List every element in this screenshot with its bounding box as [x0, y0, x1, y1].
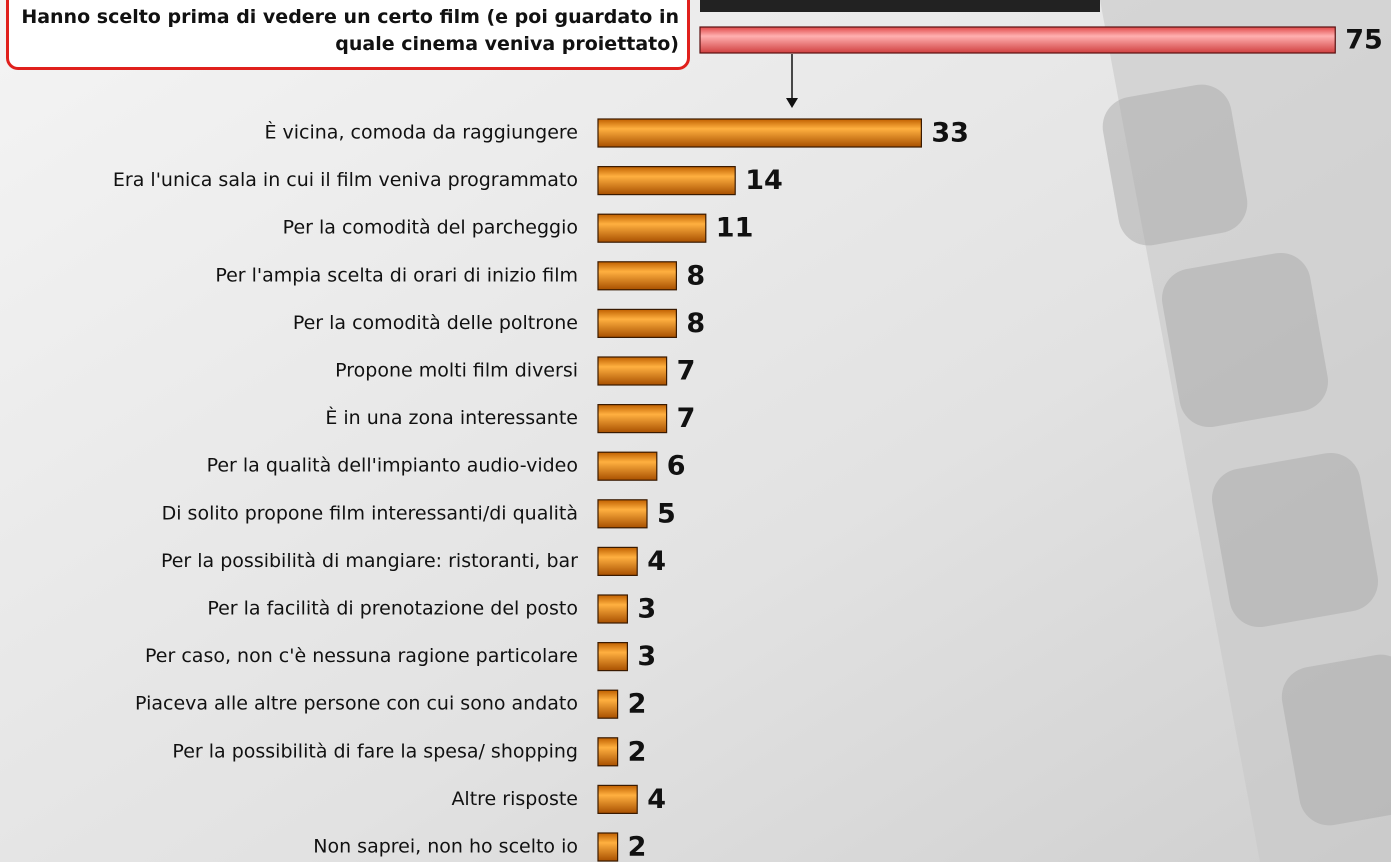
- value-label: 2: [628, 689, 647, 720]
- value-label: 2: [628, 832, 647, 862]
- bar: [597, 641, 628, 672]
- bar: [597, 451, 658, 481]
- highlight-label: Hanno scelto prima di vedere un certo fi…: [6, 0, 690, 70]
- value-label: 33: [931, 118, 969, 149]
- bar: [597, 213, 707, 243]
- film-hole: [1162, 252, 1328, 428]
- category-label: Piaceva alle altre persone con cui sono …: [135, 693, 578, 715]
- value-label: 3: [637, 594, 656, 625]
- category-label: Per la comodità del parcheggio: [283, 217, 578, 239]
- bar: [597, 404, 668, 434]
- value-label: 8: [686, 308, 705, 339]
- bar: [597, 356, 668, 386]
- value-label: 4: [647, 784, 666, 815]
- category-label: Non saprei, non ho scelto io: [313, 836, 578, 858]
- category-label: Per la possibilità di mangiare: ristoran…: [161, 550, 578, 572]
- category-label: Per la comodità delle poltrone: [293, 312, 578, 334]
- bar: [597, 594, 628, 624]
- bar: [597, 832, 619, 862]
- bar: [597, 166, 736, 196]
- bar: [597, 261, 678, 291]
- highlight-bar: [699, 26, 1336, 54]
- value-label: 75: [1345, 25, 1383, 56]
- bar: [597, 499, 648, 529]
- category-label: Era l'unica sala in cui il film veniva p…: [113, 169, 578, 191]
- bar: [597, 118, 922, 148]
- category-label: È vicina, comoda da raggiungere: [264, 121, 578, 144]
- film-hole: [1102, 84, 1248, 246]
- category-label: Di solito propone film interessanti/di q…: [162, 502, 578, 524]
- category-label: Per la facilità di prenotazione del post…: [207, 598, 578, 620]
- bar: [597, 546, 638, 577]
- value-label: 14: [745, 165, 783, 196]
- value-label: 2: [628, 736, 647, 767]
- film-hole: [1212, 452, 1378, 628]
- bar: [597, 308, 678, 338]
- value-label: 11: [716, 213, 754, 244]
- value-label: 3: [637, 641, 656, 672]
- value-label: 7: [677, 403, 696, 434]
- film-hole: [1281, 654, 1391, 826]
- value-label: 6: [667, 451, 686, 482]
- category-label: È in una zona interessante: [325, 406, 578, 429]
- category-label: Per caso, non c'è nessuna ragione partic…: [145, 645, 578, 667]
- bar: [597, 689, 619, 719]
- arrow-head: [786, 98, 798, 108]
- category-label: Per l'ampia scelta di orari di inizio fi…: [215, 264, 578, 286]
- category-label: Per la qualità dell'impianto audio-video: [207, 455, 578, 477]
- value-label: 5: [657, 498, 676, 529]
- bar: [597, 737, 619, 767]
- value-label: 8: [686, 260, 705, 291]
- category-label: Altre risposte: [451, 788, 578, 810]
- category-label: Propone molti film diversi: [335, 360, 578, 382]
- value-label: 4: [647, 546, 666, 577]
- bar: [597, 784, 638, 815]
- category-label: Per la possibilità di fare la spesa/ sho…: [172, 740, 578, 762]
- film-strip: [700, 0, 1100, 12]
- value-label: 7: [677, 356, 696, 387]
